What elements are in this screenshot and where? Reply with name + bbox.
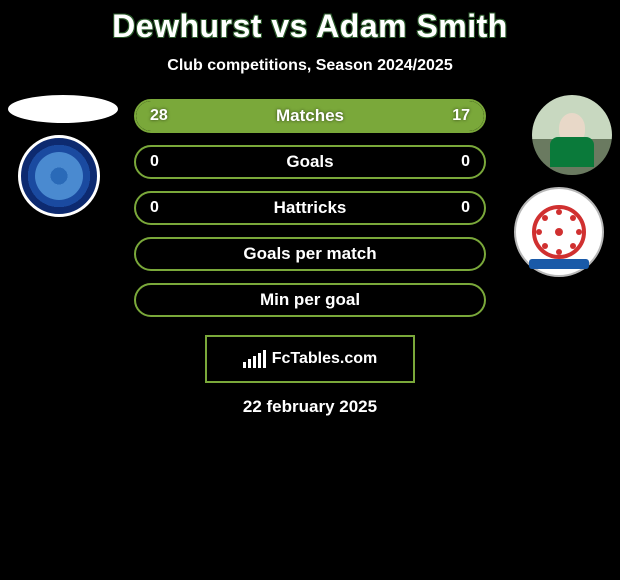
right-player-column <box>496 95 616 277</box>
stat-row-matches: 28 Matches 17 <box>134 99 486 133</box>
ribbon-icon <box>529 259 589 269</box>
stat-row-goals-per-match: Goals per match <box>134 237 486 271</box>
stats-column: 28 Matches 17 0 Goals 0 0 Hattricks 0 Go… <box>134 95 486 317</box>
stat-label: Goals <box>286 152 333 172</box>
player-photo-right <box>532 95 612 175</box>
club-badge-left <box>18 135 100 217</box>
stat-row-min-per-goal: Min per goal <box>134 283 486 317</box>
club-badge-right <box>514 187 604 277</box>
brand-footer[interactable]: FcTables.com <box>205 335 415 383</box>
stat-value-left: 28 <box>150 107 168 125</box>
stat-value-right: 17 <box>452 107 470 125</box>
stat-label: Matches <box>276 106 344 126</box>
left-player-column <box>4 95 124 217</box>
stat-value-right: 0 <box>461 199 470 217</box>
stat-value-left: 0 <box>150 199 159 217</box>
stat-row-hattricks: 0 Hattricks 0 <box>134 191 486 225</box>
subtitle: Club competitions, Season 2024/2025 <box>0 57 620 75</box>
wheel-icon <box>532 205 586 259</box>
stat-label: Hattricks <box>274 198 347 218</box>
stat-value-left: 0 <box>150 153 159 171</box>
stat-row-goals: 0 Goals 0 <box>134 145 486 179</box>
comparison-layout: 28 Matches 17 0 Goals 0 0 Hattricks 0 Go… <box>0 95 620 317</box>
comparison-card: Dewhurst vs Adam Smith Club competitions… <box>0 0 620 417</box>
page-title: Dewhurst vs Adam Smith <box>0 8 620 45</box>
bars-icon <box>243 350 266 368</box>
player-photo-left <box>8 95 118 123</box>
date-label: 22 february 2025 <box>0 397 620 417</box>
stat-label: Min per goal <box>260 290 360 310</box>
stat-label: Goals per match <box>243 244 376 264</box>
stat-value-right: 0 <box>461 153 470 171</box>
brand-label: FcTables.com <box>272 350 378 368</box>
